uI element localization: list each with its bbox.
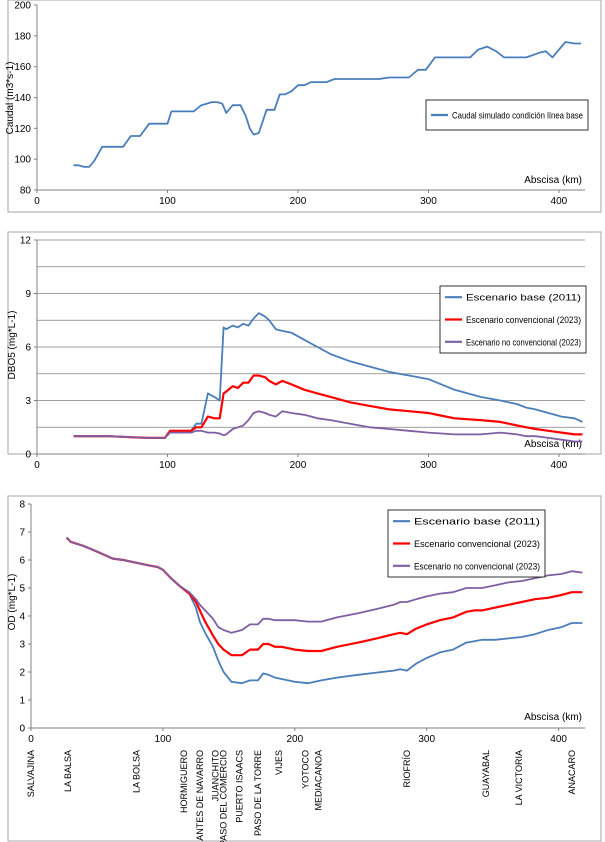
legend-label: Escenario base (2011) [414, 517, 540, 528]
legend-box [439, 285, 587, 354]
y-tick-label: 0 [25, 450, 31, 461]
legend-box [425, 99, 589, 131]
y-axis-label: DBO5 (mg*L-1) [7, 311, 18, 380]
y-tick-label: 9 [25, 289, 31, 300]
x-axis-label: Abscisa (km) [524, 175, 582, 186]
x-tick-label: 200 [290, 196, 307, 207]
legend-box [387, 509, 546, 578]
y-tick-label: 120 [14, 124, 31, 135]
x-tick-label: 400 [550, 734, 567, 745]
series-line-2 [73, 374, 583, 439]
x-tick-label: 0 [34, 460, 40, 471]
x-tick-label: 300 [420, 196, 437, 207]
x-tick-label: 100 [159, 196, 176, 207]
station-label: PUERTO ISAACS [234, 750, 244, 823]
station-label: LA BOLSA [132, 750, 142, 793]
station-label: PASO DE LA TORRE [253, 750, 263, 836]
station-label: RIOFRÍO [402, 750, 412, 788]
x-tick-label: 300 [420, 460, 437, 471]
y-tick-label: 4 [19, 612, 25, 623]
x-tick-label: 100 [155, 734, 172, 745]
y-axis-label: Caudal (m3*s-1) [5, 62, 16, 135]
y-tick-label: 1 [19, 696, 25, 707]
y-tick-label: 3 [25, 396, 31, 407]
station-label: VIJES [274, 750, 284, 775]
station-label: ANACARO [567, 750, 577, 795]
x-tick-label: 200 [286, 734, 303, 745]
station-label: ANTES DE NAVARRO [195, 750, 205, 841]
y-tick-label: 0 [19, 724, 25, 735]
series-line-1 [73, 41, 582, 168]
legend-label: Escenario no convencional (2023) [466, 337, 581, 348]
station-label: GUAYABAL [481, 750, 491, 797]
legend-label: Escenario convencional (2023) [466, 315, 581, 326]
series-line-3 [65, 536, 583, 634]
station-label: YOTOCO [300, 750, 310, 789]
x-tick-label: 0 [28, 734, 34, 745]
chart-panel-2: 0 3 6 9 12 0 100 200 300 400 DBO5 (mg*L-1) Abscisa … [7, 231, 602, 471]
y-tick-label: 12 [20, 236, 32, 247]
station-label: SALVAJINA [26, 750, 36, 797]
y-tick-label: 2 [19, 668, 25, 679]
x-tick-label: 200 [290, 460, 307, 471]
y-tick-label: 5 [19, 584, 25, 595]
y-tick-label: 160 [14, 62, 31, 73]
station-label: PASO DEL COMERCIO [219, 750, 229, 842]
legend: Escenario base (2011) Escenario convencio… [387, 509, 546, 578]
legend-label: Escenario base (2011) [466, 293, 581, 304]
y-tick-label: 6 [19, 556, 25, 567]
station-label: LA VICTORIA [514, 750, 524, 805]
x-tick-label: 400 [551, 196, 568, 207]
x-axis-label: Abscisa (km) [524, 712, 582, 723]
y-tick-label: 100 [14, 155, 31, 166]
x-tick-label: 100 [159, 460, 176, 471]
y-tick-label: 3 [19, 640, 25, 651]
x-tick-label: 400 [551, 460, 568, 471]
y-tick-label: 180 [14, 31, 31, 42]
station-label: HORMIGUERO [179, 750, 189, 813]
legend-label: Escenario convencional (2023) [414, 539, 540, 550]
legend-label: Caudal simulado condición línea base [452, 111, 583, 122]
x-axis-label: Abscisa (km) [524, 439, 582, 450]
chart-panel-3: 0 1 2 3 4 5 6 7 8 0 100 200 300 400 OD (mg*L-1) Abscisa… [7, 495, 602, 842]
legend: Caudal simulado condición línea base [425, 99, 589, 131]
x-tick-label: 0 [34, 196, 40, 207]
y-tick-label: 140 [14, 93, 31, 104]
y-tick-label: 8 [19, 500, 25, 511]
station-label: MEDIACANOA [314, 750, 324, 811]
station-label: LA BALSA [63, 750, 73, 792]
y-tick-label: 80 [20, 186, 32, 197]
x-tick-label: 300 [418, 734, 435, 745]
y-tick-label: 6 [25, 343, 31, 354]
legend: Escenario base (2011) Escenario convencio… [439, 285, 587, 354]
station-label: JUANCHITO [211, 750, 221, 801]
y-axis-label: OD (mg*L-1) [7, 574, 18, 631]
series-line-3 [73, 410, 583, 443]
y-tick-label: 7 [19, 528, 25, 539]
chart-panel-1: 80 100 120 140 160 180 200 0 100 200 300 400 Caudal … [5, 0, 602, 213]
y-tick-label: 200 [14, 1, 31, 12]
legend-label: Escenario no convencional (2023) [414, 561, 540, 572]
